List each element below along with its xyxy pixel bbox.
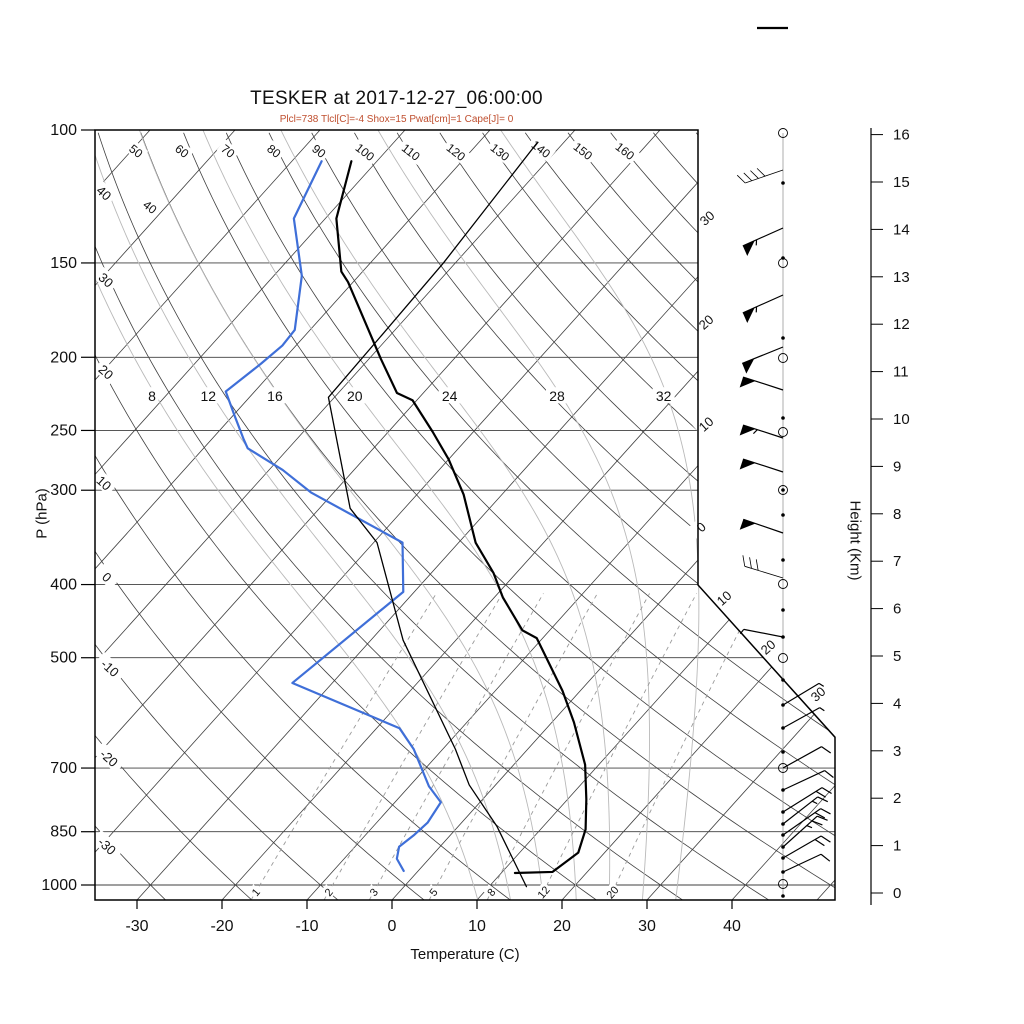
svg-text:14: 14 — [893, 221, 910, 238]
svg-text:24: 24 — [442, 388, 458, 404]
svg-text:7: 7 — [893, 553, 901, 570]
svg-text:400: 400 — [50, 577, 77, 594]
svg-text:1000: 1000 — [41, 877, 77, 894]
svg-text:8: 8 — [148, 388, 156, 404]
svg-text:32: 32 — [656, 388, 672, 404]
svg-text:10: 10 — [893, 411, 910, 428]
svg-text:-10: -10 — [295, 918, 318, 935]
dewpoint-curve — [224, 160, 442, 873]
svg-text:15: 15 — [893, 174, 910, 191]
svg-text:250: 250 — [50, 422, 77, 439]
svg-text:20: 20 — [605, 884, 622, 901]
svg-text:8: 8 — [893, 506, 901, 523]
svg-text:10: 10 — [468, 918, 486, 935]
svg-text:0: 0 — [388, 918, 397, 935]
sounding-curves — [224, 142, 588, 888]
svg-text:100: 100 — [50, 122, 77, 139]
svg-text:1: 1 — [893, 838, 901, 855]
chart-subtitle: Plcl=738 Tlcl[C]=-4 Shox=15 Pwat[cm]=1 C… — [279, 114, 514, 125]
pressure-axis-label: P (hPa) — [33, 488, 51, 539]
svg-text:12: 12 — [200, 388, 216, 404]
svg-text:5: 5 — [893, 648, 901, 665]
parcel-curve — [327, 142, 538, 888]
page-title: TESKER at 2017-12-27_06:00:00 — [250, 88, 543, 109]
svg-text:0: 0 — [893, 885, 901, 902]
svg-text:200: 200 — [50, 349, 77, 366]
svg-text:300: 300 — [50, 482, 77, 499]
temperature-axis-label: Temperature (C) — [410, 946, 520, 963]
svg-text:850: 850 — [50, 824, 77, 841]
svg-text:500: 500 — [50, 650, 77, 667]
svg-text:20: 20 — [347, 388, 363, 404]
svg-text:9: 9 — [893, 458, 901, 475]
svg-text:3: 3 — [893, 743, 901, 760]
plot-border — [94, 129, 836, 901]
wind-barbs — [736, 128, 834, 898]
svg-text:4: 4 — [893, 695, 901, 712]
svg-text:13: 13 — [893, 269, 910, 286]
svg-text:20: 20 — [553, 918, 571, 935]
svg-text:2: 2 — [893, 790, 901, 807]
grid-lines — [95, 130, 835, 900]
svg-text:40: 40 — [723, 918, 741, 935]
svg-text:12: 12 — [536, 884, 553, 901]
temperature-curve — [335, 160, 588, 875]
height-axis-label: Height (Km) — [846, 500, 864, 581]
svg-text:30: 30 — [638, 918, 656, 935]
svg-text:-20: -20 — [210, 918, 233, 935]
svg-text:11: 11 — [893, 364, 909, 381]
svg-text:16: 16 — [267, 388, 283, 404]
svg-text:700: 700 — [50, 760, 77, 777]
svg-text:-30: -30 — [125, 918, 148, 935]
svg-text:16: 16 — [893, 127, 910, 144]
svg-text:28: 28 — [549, 388, 565, 404]
svg-text:150: 150 — [50, 255, 77, 272]
svg-text:12: 12 — [893, 316, 910, 333]
svg-text:6: 6 — [893, 601, 901, 618]
